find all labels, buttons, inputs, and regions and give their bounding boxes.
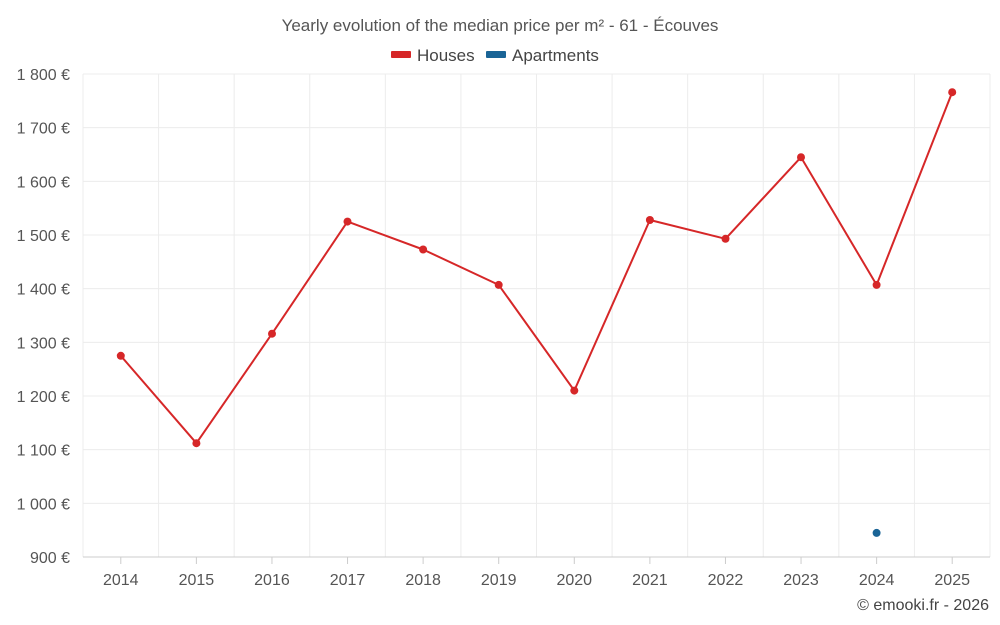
data-point-houses[interactable] [192,439,201,448]
x-tick-label: 2020 [556,572,592,589]
y-tick-label: 1 600 € [17,174,70,191]
data-point-houses[interactable] [116,351,125,360]
y-tick-label: 1 300 € [17,335,70,352]
data-point-houses[interactable] [494,280,503,289]
y-axis-ticks: 900 € 1 000 € 1 100 € 1 200 € 1 300 € 1 400 €… [17,67,70,567]
legend-label-apartments: Apartments [512,46,599,65]
legend-label-houses: Houses [417,46,475,65]
data-point-houses[interactable] [645,216,654,224]
data-point-houses[interactable] [570,386,579,395]
data-point-houses[interactable] [419,245,428,254]
y-tick-label: 1 000 € [17,496,70,513]
x-tick-label: 2022 [708,572,744,589]
data-point-houses[interactable] [343,217,352,226]
y-tick-label: 1 800 € [17,67,70,84]
x-tick-label: 2025 [934,572,970,589]
x-tick-label: 2023 [783,572,819,589]
x-tick-label: 2016 [254,572,290,589]
grid [82,73,991,557]
x-tick-label: 2015 [179,572,215,589]
data-point-houses[interactable] [872,280,881,289]
data-point-apartments[interactable] [872,528,881,537]
x-tick-label: 2021 [632,572,668,589]
legend: Houses Apartments [391,46,599,65]
series [116,88,957,537]
legend-item-houses[interactable]: Houses [391,46,475,65]
credit-text: © emooki.fr - 2026 [857,597,989,614]
chart-title: Yearly evolution of the median price per… [282,16,719,35]
series-line-houses [120,91,954,445]
x-tick-label: 2024 [859,572,895,589]
y-tick-label: 900 € [30,550,70,567]
x-tick-label: 2017 [330,572,366,589]
data-point-houses[interactable] [721,234,730,243]
legend-swatch-apartments [486,51,506,58]
y-tick-label: 1 700 € [17,121,70,138]
data-point-houses[interactable] [797,153,805,162]
y-tick-label: 1 200 € [17,389,70,406]
y-tick-label: 1 500 € [17,228,70,245]
y-tick-label: 1 400 € [17,282,70,299]
x-axis-ticks: 2014 2015 2016 2017 2018 2019 2020 2021 2022 2023… [103,557,970,589]
x-tick-label: 2014 [103,572,139,589]
x-tick-label: 2019 [481,572,517,589]
data-point-houses[interactable] [268,329,276,338]
x-tick-label: 2018 [405,572,441,589]
legend-item-apartments[interactable]: Apartments [486,46,599,65]
legend-swatch-houses [391,51,411,58]
data-point-houses[interactable] [948,88,957,97]
y-tick-label: 1 100 € [17,443,70,460]
